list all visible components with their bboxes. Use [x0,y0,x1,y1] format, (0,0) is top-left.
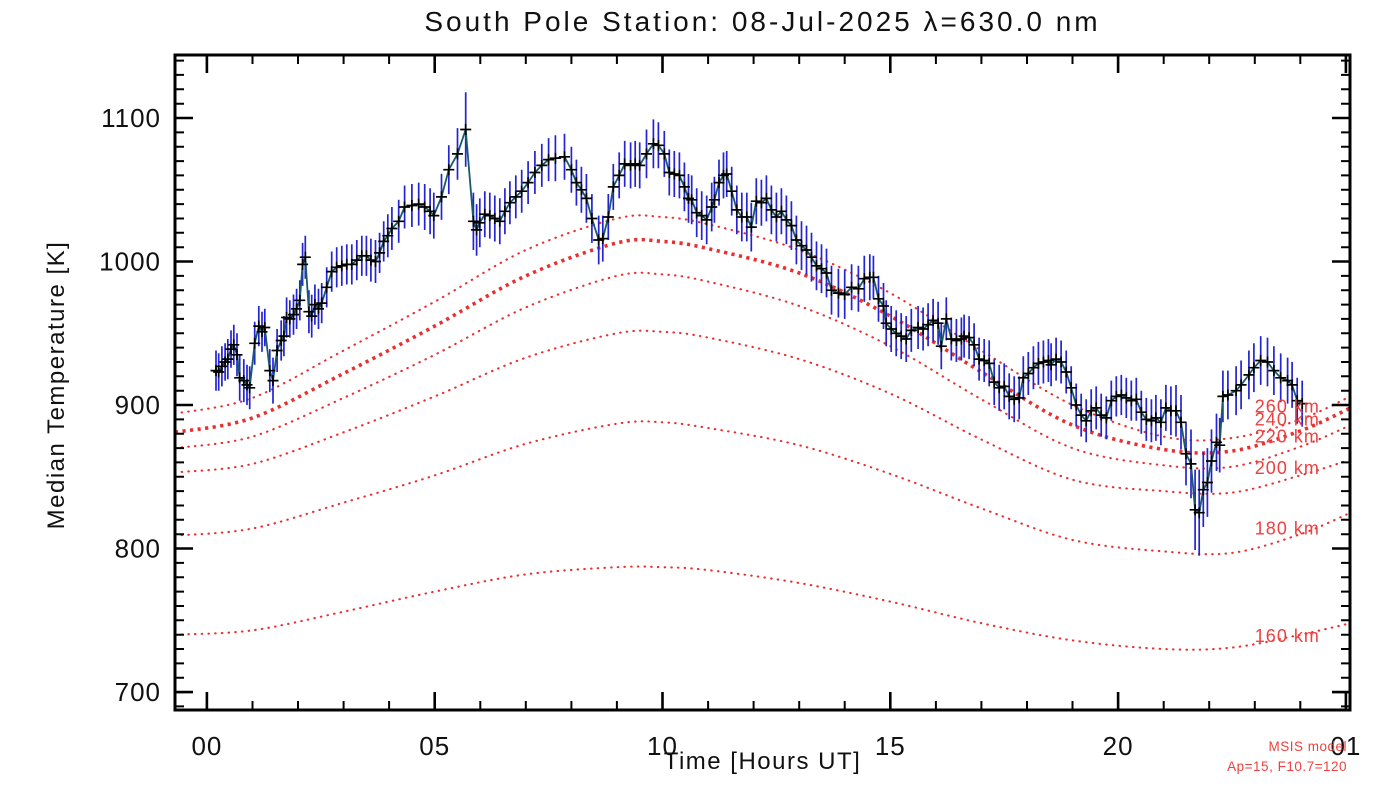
y-tick-label: 900 [115,390,161,420]
model-curve-label-180km: 180 km [1255,519,1320,539]
x-tick-label: 05 [419,731,450,761]
y-tick-label: 700 [115,677,161,707]
x-tick-label: 01 [1330,731,1361,761]
chart-title: South Pole Station: 08-Jul-2025 λ=630.0 … [424,6,1101,37]
msis-model-label: MSIS model [1268,739,1347,754]
model-curve-240km [175,237,1350,455]
x-tick-label: 10 [647,731,678,761]
model-curve-label-220km: 220 km [1255,427,1320,447]
plot-frame [173,53,1352,712]
msis-annotation: MSIS model Ap=15, F10.7=120 [1227,737,1347,776]
y-tick-label: 1000 [99,247,161,277]
plot-data-layer [175,92,1350,651]
model-curve-label-240km: 240 km [1255,409,1320,429]
x-axis-title: Time [Hours UT] [663,748,862,775]
axis-ticks [175,55,1350,710]
model-curve-label-260km: 260 km [1255,397,1320,417]
x-tick-label: 15 [875,731,906,761]
y-axis-title: Median Temperature [K] [43,240,70,530]
x-tick-label: 00 [191,731,222,761]
model-curve-label-200km: 200 km [1255,458,1320,478]
model-curve-label-160km: 160 km [1255,626,1320,646]
y-tick-label: 800 [115,534,161,564]
model-curve-220km [175,271,1350,470]
model-curve-200km [175,329,1350,495]
error-bars [215,92,1304,556]
y-tick-label: 1100 [101,103,161,133]
data-point-markers [210,124,1308,519]
x-tick-label: 20 [1103,731,1134,761]
model-curve-160km [175,565,1350,651]
median-temperature-line [215,129,1303,515]
model-curve-180km [175,420,1350,556]
msis-params-label: Ap=15, F10.7=120 [1227,758,1347,774]
